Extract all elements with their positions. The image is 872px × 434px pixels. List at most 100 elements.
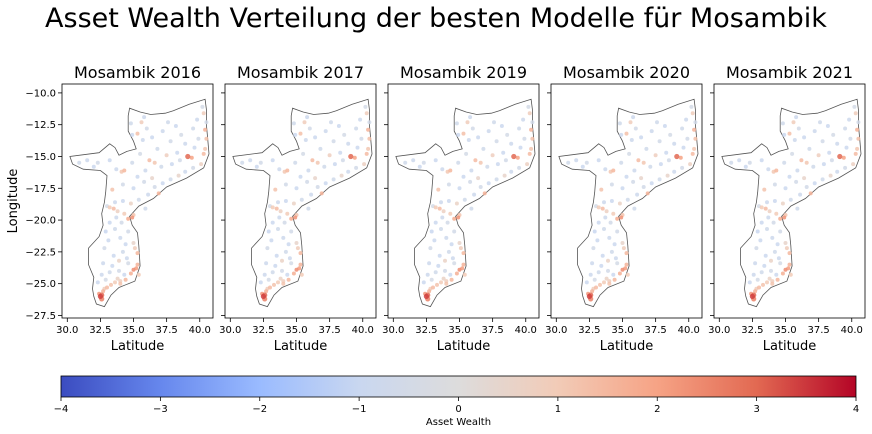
data-point xyxy=(619,132,624,137)
data-point xyxy=(804,160,809,165)
x-tick-label: 40.0 xyxy=(841,325,863,336)
data-point xyxy=(107,205,112,210)
data-point xyxy=(794,179,799,184)
data-point xyxy=(837,153,843,160)
data-point xyxy=(306,206,311,211)
data-point xyxy=(521,117,526,122)
data-point xyxy=(765,280,769,285)
data-point xyxy=(433,158,438,163)
data-point xyxy=(305,179,310,184)
data-point xyxy=(759,158,764,163)
data-point xyxy=(615,261,620,266)
country-border xyxy=(558,98,699,308)
data-point xyxy=(274,206,279,211)
data-point xyxy=(766,167,771,172)
data-point xyxy=(782,160,787,165)
data-point xyxy=(264,289,269,294)
data-point xyxy=(620,241,625,245)
data-point xyxy=(469,206,474,211)
data-point xyxy=(204,120,209,125)
data-point xyxy=(759,205,764,210)
data-point xyxy=(665,173,670,178)
data-point xyxy=(494,139,499,144)
data-point xyxy=(175,150,180,155)
data-point xyxy=(286,277,291,282)
data-point xyxy=(146,192,151,197)
data-point xyxy=(658,162,663,167)
data-point xyxy=(807,146,812,151)
x-tick-label: 37.5 xyxy=(482,325,504,336)
data-point xyxy=(431,285,435,290)
data-point xyxy=(796,126,801,131)
data-point xyxy=(103,277,108,282)
data-point xyxy=(628,120,633,125)
data-point xyxy=(439,227,443,231)
data-point xyxy=(604,276,609,281)
data-point xyxy=(624,174,629,179)
data-point xyxy=(240,160,245,165)
data-point xyxy=(281,235,286,240)
data-point xyxy=(627,151,632,156)
data-point xyxy=(440,215,445,220)
data-point xyxy=(607,235,612,240)
data-point xyxy=(620,186,625,191)
data-point xyxy=(855,127,860,132)
data-point xyxy=(607,281,612,286)
data-point xyxy=(820,139,825,144)
data-point xyxy=(177,158,182,163)
x-axis-label: Latitude xyxy=(437,339,491,354)
data-point xyxy=(848,136,853,141)
data-point xyxy=(278,209,283,214)
data-point xyxy=(816,153,821,158)
data-point xyxy=(684,117,689,122)
data-point xyxy=(441,209,446,214)
data-point xyxy=(666,158,671,163)
data-point xyxy=(464,151,469,156)
data-point xyxy=(590,261,595,266)
data-point xyxy=(323,181,328,186)
data-point xyxy=(613,256,618,261)
data-point xyxy=(439,200,443,205)
y-tick-label: −15.0 xyxy=(25,152,56,163)
data-point xyxy=(767,276,772,281)
data-point xyxy=(462,272,467,277)
data-point xyxy=(97,293,103,299)
data-point xyxy=(632,168,637,173)
x-tick-label: 37.5 xyxy=(645,325,667,336)
data-point xyxy=(802,135,807,140)
data-point xyxy=(602,280,606,285)
data-point xyxy=(294,241,299,245)
data-point xyxy=(765,227,769,231)
data-point xyxy=(164,153,169,158)
y-tick-label: −25.0 xyxy=(25,279,56,290)
data-point xyxy=(118,235,123,240)
data-point xyxy=(580,164,585,169)
data-point xyxy=(293,160,298,165)
data-point xyxy=(778,261,783,266)
data-point xyxy=(517,165,522,170)
data-point xyxy=(787,262,792,267)
data-point xyxy=(648,164,653,169)
data-point xyxy=(298,262,303,267)
data-point xyxy=(139,120,144,125)
data-point xyxy=(766,215,771,220)
data-point xyxy=(136,272,141,277)
data-point xyxy=(159,164,164,169)
data-point xyxy=(844,145,849,150)
data-point xyxy=(120,182,125,187)
data-point xyxy=(144,126,149,131)
x-tick-label: 32.5 xyxy=(89,325,111,336)
data-point xyxy=(291,121,296,126)
data-point xyxy=(668,132,673,137)
data-point xyxy=(657,139,662,144)
data-point xyxy=(440,167,445,172)
x-tick-label: 37.5 xyxy=(156,325,178,336)
data-point xyxy=(359,136,364,141)
data-point xyxy=(596,158,601,163)
data-point xyxy=(772,182,777,187)
data-point xyxy=(482,191,487,196)
data-point xyxy=(421,280,426,285)
data-point xyxy=(473,158,478,163)
data-point xyxy=(856,120,861,125)
data-point xyxy=(85,158,90,163)
